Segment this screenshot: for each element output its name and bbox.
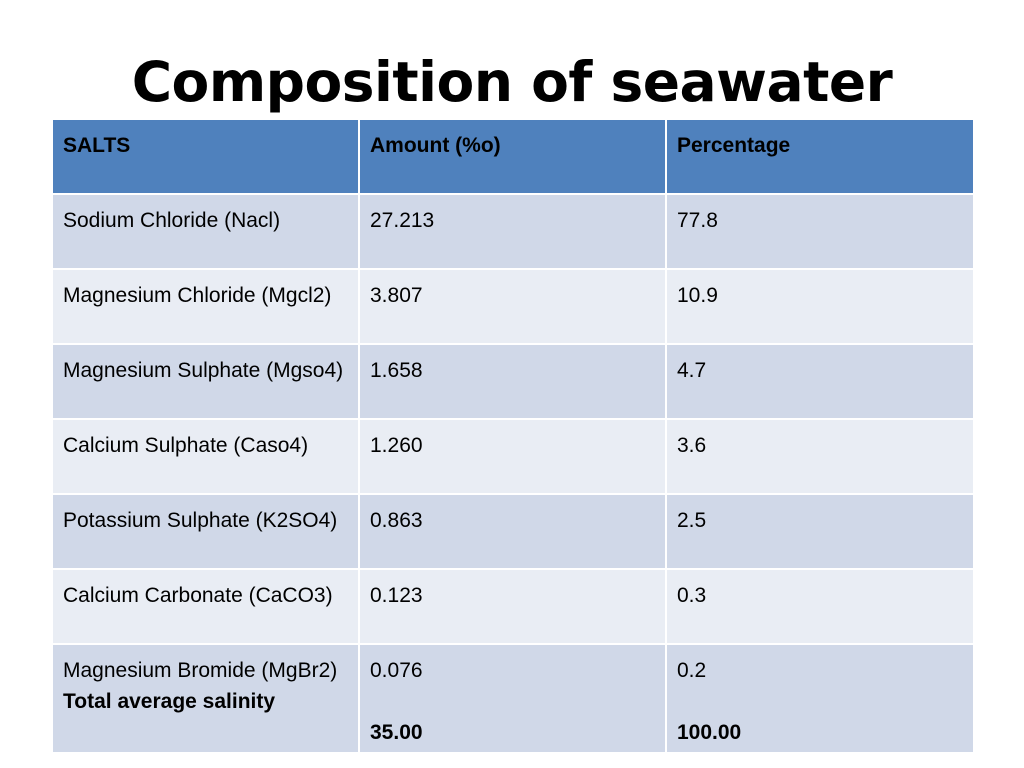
header-percentage: Percentage [665, 118, 975, 195]
salt-name: Magnesium Bromide (MgBr2) [63, 659, 338, 682]
amount-cell: 0.123 [358, 568, 667, 645]
amount-cell: 0.076 35.00 [358, 643, 667, 754]
salt-cell: Magnesium Sulphate (Mgso4) [51, 343, 360, 420]
percentage-cell: 77.8 [665, 193, 975, 270]
salt-cell: Magnesium Chloride (Mgcl2) [51, 268, 360, 345]
total-amount: 35.00 [370, 721, 423, 744]
amount-cell: 1.260 [358, 418, 667, 495]
table-row: Magnesium Chloride (Mgcl2) 3.807 10.9 [51, 268, 975, 345]
percentage-cell: 10.9 [665, 268, 975, 345]
seawater-composition-table: SALTS Amount (%o) Percentage Sodium Chlo… [51, 118, 975, 754]
table-row: Sodium Chloride (Nacl) 27.213 77.8 [51, 193, 975, 270]
percentage-cell: 3.6 [665, 418, 975, 495]
amount-cell: 0.863 [358, 493, 667, 570]
total-percentage: 100.00 [677, 721, 742, 744]
amount-value: 0.076 [370, 659, 423, 682]
header-amount: Amount (%o) [358, 118, 667, 195]
total-label: Total average salinity [63, 690, 276, 713]
table-row: Calcium Sulphate (Caso4) 1.260 3.6 [51, 418, 975, 495]
salt-cell: Calcium Carbonate (CaCO3) [51, 568, 360, 645]
amount-cell: 3.807 [358, 268, 667, 345]
percentage-value: 0.2 [677, 659, 707, 682]
percentage-cell: 4.7 [665, 343, 975, 420]
header-salts: SALTS [51, 118, 360, 195]
percentage-cell: 0.2 100.00 [665, 643, 975, 754]
salt-cell: Magnesium Bromide (MgBr2) Total average … [51, 643, 360, 754]
salt-cell: Potassium Sulphate (K2SO4) [51, 493, 360, 570]
table-row: Magnesium Sulphate (Mgso4) 1.658 4.7 [51, 343, 975, 420]
table-header-row: SALTS Amount (%o) Percentage [51, 118, 975, 195]
amount-cell: 27.213 [358, 193, 667, 270]
salt-cell: Calcium Sulphate (Caso4) [51, 418, 360, 495]
table-row: Magnesium Bromide (MgBr2) Total average … [51, 643, 975, 754]
amount-cell: 1.658 [358, 343, 667, 420]
table-row: Calcium Carbonate (CaCO3) 0.123 0.3 [51, 568, 975, 645]
percentage-cell: 0.3 [665, 568, 975, 645]
slide-title: Composition of seawater [131, 50, 893, 114]
salt-cell: Sodium Chloride (Nacl) [51, 193, 360, 270]
table-row: Potassium Sulphate (K2SO4) 0.863 2.5 [51, 493, 975, 570]
percentage-cell: 2.5 [665, 493, 975, 570]
